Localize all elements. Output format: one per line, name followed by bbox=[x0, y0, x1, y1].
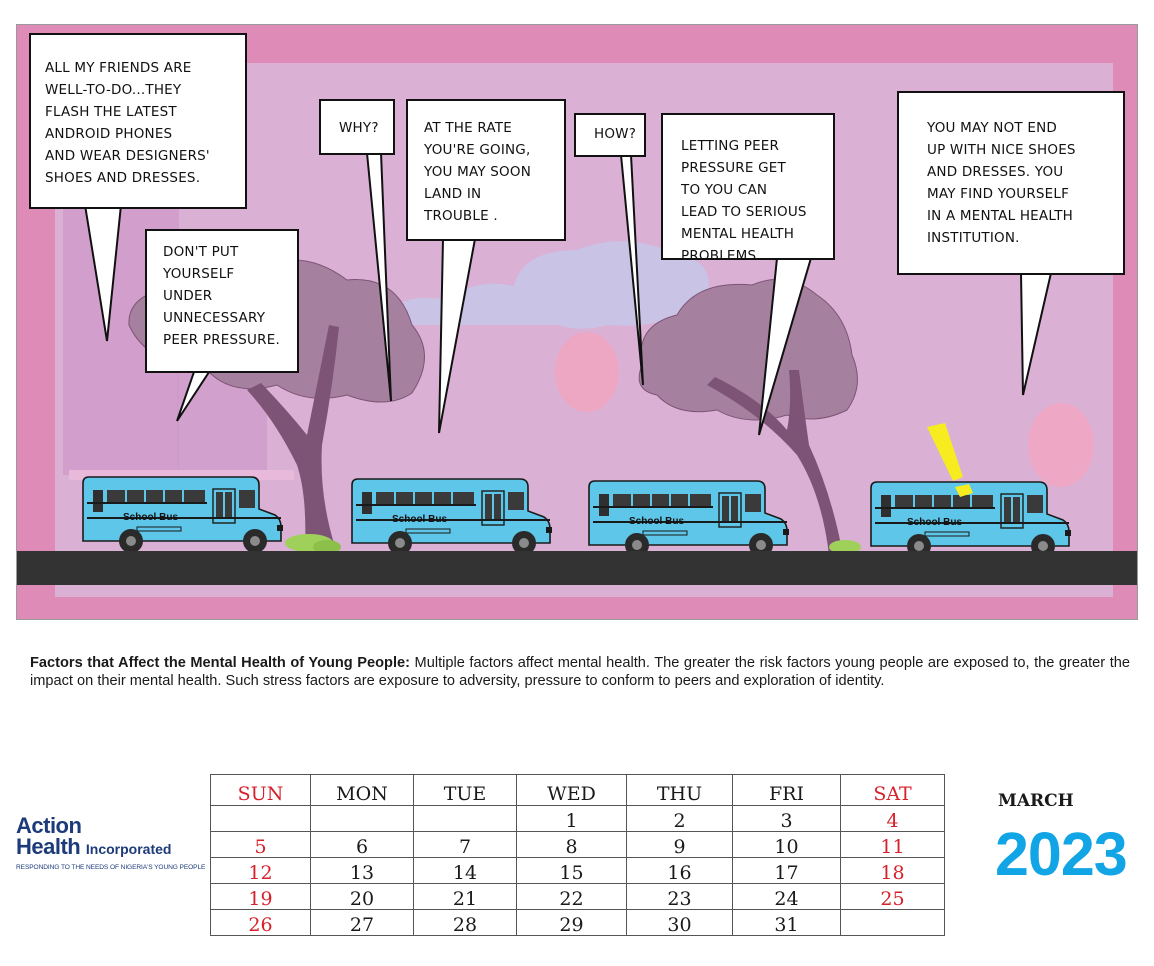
calendar-week-row: 19 20 21 22 23 24 25 bbox=[210, 883, 945, 910]
logo-tagline: RESPONDING TO THE NEEDS OF NIGERIA'S YOU… bbox=[16, 864, 206, 871]
calendar-year: 2023 bbox=[995, 820, 1128, 888]
calendar-day-cell: 24 bbox=[732, 883, 841, 910]
bus-2 bbox=[351, 478, 553, 556]
calendar-day-cell: 2 bbox=[626, 805, 733, 832]
pink-circle-2 bbox=[1028, 403, 1094, 487]
calendar-day-cell: 1 bbox=[516, 805, 627, 832]
calendar-day-cell: 6 bbox=[310, 831, 414, 858]
day-header-sat: SAT bbox=[840, 774, 945, 806]
calendar-day-cell: 9 bbox=[626, 831, 733, 858]
day-header-thu: THU bbox=[626, 774, 733, 806]
calendar-day-cell: 5 bbox=[210, 831, 311, 858]
calendar-day-cell: 23 bbox=[626, 883, 733, 910]
speech-bubble-2: DON'T PUT YOURSELF UNDER UNNECESSARY PEE… bbox=[145, 229, 299, 373]
calendar-day-cell bbox=[840, 909, 945, 936]
calendar-month: MARCH bbox=[998, 791, 1074, 811]
calendar-day-cell: 11 bbox=[840, 831, 945, 858]
calendar-week-row: 1 2 3 4 bbox=[210, 805, 945, 832]
day-header-wed: WED bbox=[516, 774, 627, 806]
speech-bubble-4: AT THE RATE YOU'RE GOING, YOU MAY SOON L… bbox=[406, 99, 566, 241]
road bbox=[17, 551, 1137, 585]
calendar-day-cell: 26 bbox=[210, 909, 311, 936]
calendar-day-cell: 18 bbox=[840, 857, 945, 884]
exclamation-bar bbox=[927, 423, 963, 481]
logo-health: Health bbox=[16, 834, 81, 859]
speech-bubble-6: LETTING PEER PRESSURE GET TO YOU CAN LEA… bbox=[661, 113, 835, 264]
tree-2 bbox=[638, 278, 861, 555]
month-calendar: SUN MON TUE WED THU FRI SAT 1 2 3 4 5 6 … bbox=[210, 774, 945, 936]
calendar-day-cell bbox=[413, 805, 517, 832]
calendar-week-row: 12 13 14 15 16 17 18 bbox=[210, 857, 945, 884]
calendar-day-cell: 17 bbox=[732, 857, 841, 884]
bus-label-4: School Bus bbox=[907, 517, 963, 528]
calendar-day-cell: 10 bbox=[732, 831, 841, 858]
bus-label-3: School Bus bbox=[629, 516, 685, 527]
caption-heading: Factors that Affect the Mental Health of… bbox=[30, 655, 410, 671]
day-header-mon: MON bbox=[310, 774, 414, 806]
speech-bubble-3: WHY? bbox=[319, 99, 395, 155]
comic-panel: ALL MY FRIENDS ARE WELL-TO-DO...THEY FLA… bbox=[16, 24, 1138, 620]
organization-logo: Action Health Incorporated RESPONDING TO… bbox=[16, 813, 206, 872]
bus-label-2: School Bus bbox=[392, 514, 448, 525]
calendar-day-cell: 3 bbox=[732, 805, 841, 832]
calendar-day-cell: 4 bbox=[840, 805, 945, 832]
day-header-sun: SUN bbox=[210, 774, 311, 806]
cloud-2 bbox=[512, 241, 709, 329]
bus-label-1: School Bus bbox=[123, 512, 179, 523]
speech-bubble-7: YOU MAY NOT END UP WITH NICE SHOES AND D… bbox=[897, 91, 1125, 275]
calendar-week-row: 5 6 7 8 9 10 11 bbox=[210, 831, 945, 858]
pavement bbox=[69, 470, 294, 480]
calendar-day-cell: 25 bbox=[840, 883, 945, 910]
day-header-fri: FRI bbox=[732, 774, 841, 806]
exclamation-dot bbox=[955, 484, 973, 497]
calendar-day-cell: 15 bbox=[516, 857, 627, 884]
calendar-day-cell: 16 bbox=[626, 857, 733, 884]
calendar-day-cell: 30 bbox=[626, 909, 733, 936]
calendar-day-cell: 31 bbox=[732, 909, 841, 936]
caption-paragraph: Factors that Affect the Mental Health of… bbox=[30, 654, 1130, 690]
calendar-header-row: SUN MON TUE WED THU FRI SAT bbox=[210, 774, 945, 806]
calendar-day-cell: 21 bbox=[413, 883, 517, 910]
calendar-day-cell: 20 bbox=[310, 883, 414, 910]
speech-bubble-5: HOW? bbox=[574, 113, 646, 157]
calendar-day-cell bbox=[210, 805, 311, 832]
calendar-day-cell: 22 bbox=[516, 883, 627, 910]
calendar-day-cell: 12 bbox=[210, 857, 311, 884]
bus-1 bbox=[82, 476, 284, 554]
logo-line-2: Health Incorporated bbox=[16, 836, 205, 860]
calendar-day-cell: 8 bbox=[516, 831, 627, 858]
pink-circle-1 bbox=[555, 332, 619, 412]
speech-bubble-1: ALL MY FRIENDS ARE WELL-TO-DO...THEY FLA… bbox=[29, 33, 247, 209]
caption-body: Multiple factors affect mental health. T… bbox=[30, 655, 1130, 689]
day-header-tue: TUE bbox=[413, 774, 517, 806]
calendar-day-cell: 13 bbox=[310, 857, 414, 884]
calendar-day-cell bbox=[310, 805, 414, 832]
calendar-week-row: 26 27 28 29 30 31 bbox=[210, 909, 945, 936]
bus-3 bbox=[588, 480, 790, 558]
calendar-day-cell: 29 bbox=[516, 909, 627, 936]
logo-incorporated: Incorporated bbox=[85, 841, 172, 857]
calendar-day-cell: 19 bbox=[210, 883, 311, 910]
calendar-day-cell: 14 bbox=[413, 857, 517, 884]
logo-line-1: Action bbox=[16, 813, 82, 838]
calendar-day-cell: 7 bbox=[413, 831, 517, 858]
calendar-day-cell: 27 bbox=[310, 909, 414, 936]
calendar-day-cell: 28 bbox=[413, 909, 517, 936]
